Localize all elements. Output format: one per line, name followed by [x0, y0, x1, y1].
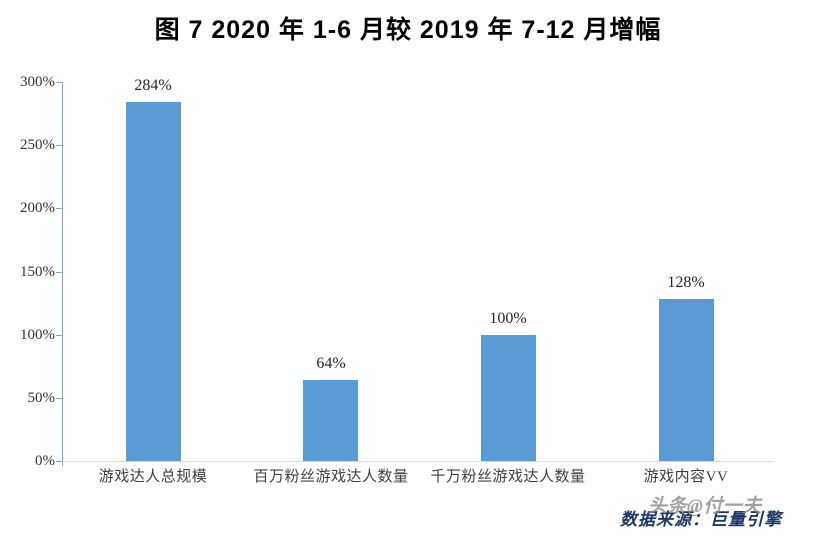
bar-value-label: 100%	[489, 310, 527, 327]
toutiao-watermark: 头条@付一夫	[648, 496, 762, 517]
y-tick-mark	[56, 82, 62, 83]
chart-title: 图 7 2020 年 1-6 月较 2019 年 7-12 月增幅	[154, 16, 662, 44]
bar	[659, 299, 714, 461]
x-axis-line	[62, 461, 774, 462]
category-label: 游戏内容VV	[643, 469, 729, 485]
y-tick-mark	[56, 335, 62, 336]
y-axis-line	[62, 82, 63, 466]
y-axis-tick-label: 150%	[20, 264, 55, 280]
y-tick-mark	[56, 272, 62, 273]
bar-value-label: 64%	[316, 355, 346, 372]
bar	[303, 380, 358, 461]
y-axis-tick-label: 0%	[35, 453, 55, 469]
bar	[481, 335, 536, 461]
y-tick-mark	[56, 145, 62, 146]
y-tick-mark	[56, 461, 62, 462]
y-tick-mark	[56, 398, 62, 399]
y-axis-tick-label: 300%	[20, 74, 55, 90]
data-source-note: 数据来源：巨量引擎	[620, 510, 782, 529]
category-label: 游戏达人总规模	[98, 469, 208, 485]
category-label: 百万粉丝游戏达人数量	[253, 469, 409, 485]
y-axis-tick-label: 100%	[20, 327, 55, 343]
bar-value-label: 284%	[134, 77, 172, 94]
bar-value-label: 128%	[667, 274, 705, 291]
y-axis-tick-label: 250%	[20, 137, 55, 153]
y-axis-tick-label: 50%	[27, 390, 56, 406]
y-tick-mark	[56, 208, 62, 209]
bar	[126, 102, 181, 461]
category-label: 千万粉丝游戏达人数量	[430, 469, 586, 485]
y-axis-tick-label: 200%	[20, 200, 55, 216]
